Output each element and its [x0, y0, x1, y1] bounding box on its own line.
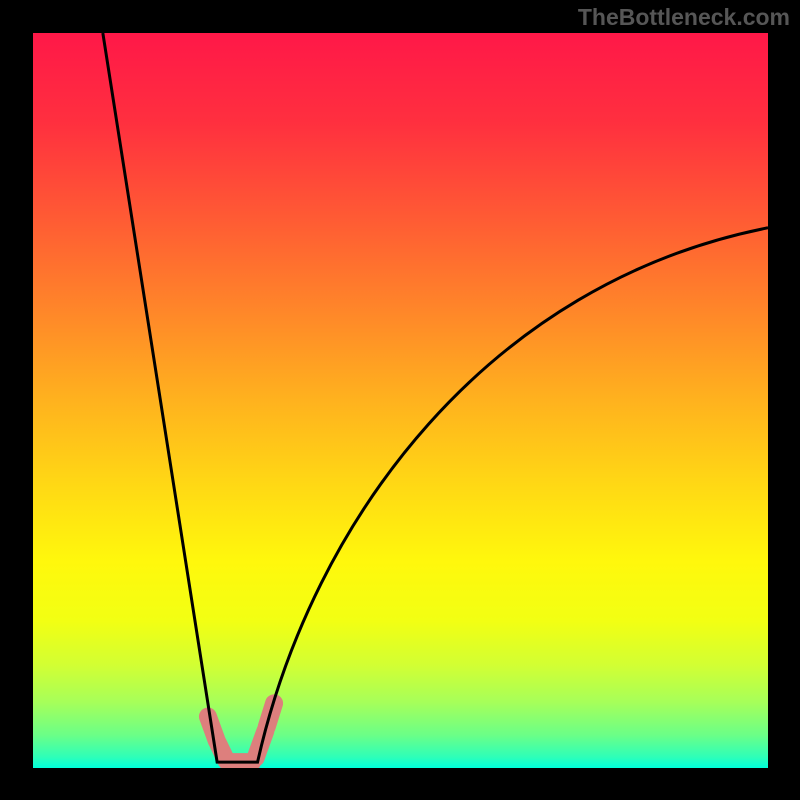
- chart-container: TheBottleneck.com: [0, 0, 800, 800]
- gradient-background: [33, 33, 768, 768]
- watermark-text: TheBottleneck.com: [578, 4, 790, 31]
- watermark-label: TheBottleneck.com: [578, 4, 790, 30]
- plot-area: [33, 33, 768, 768]
